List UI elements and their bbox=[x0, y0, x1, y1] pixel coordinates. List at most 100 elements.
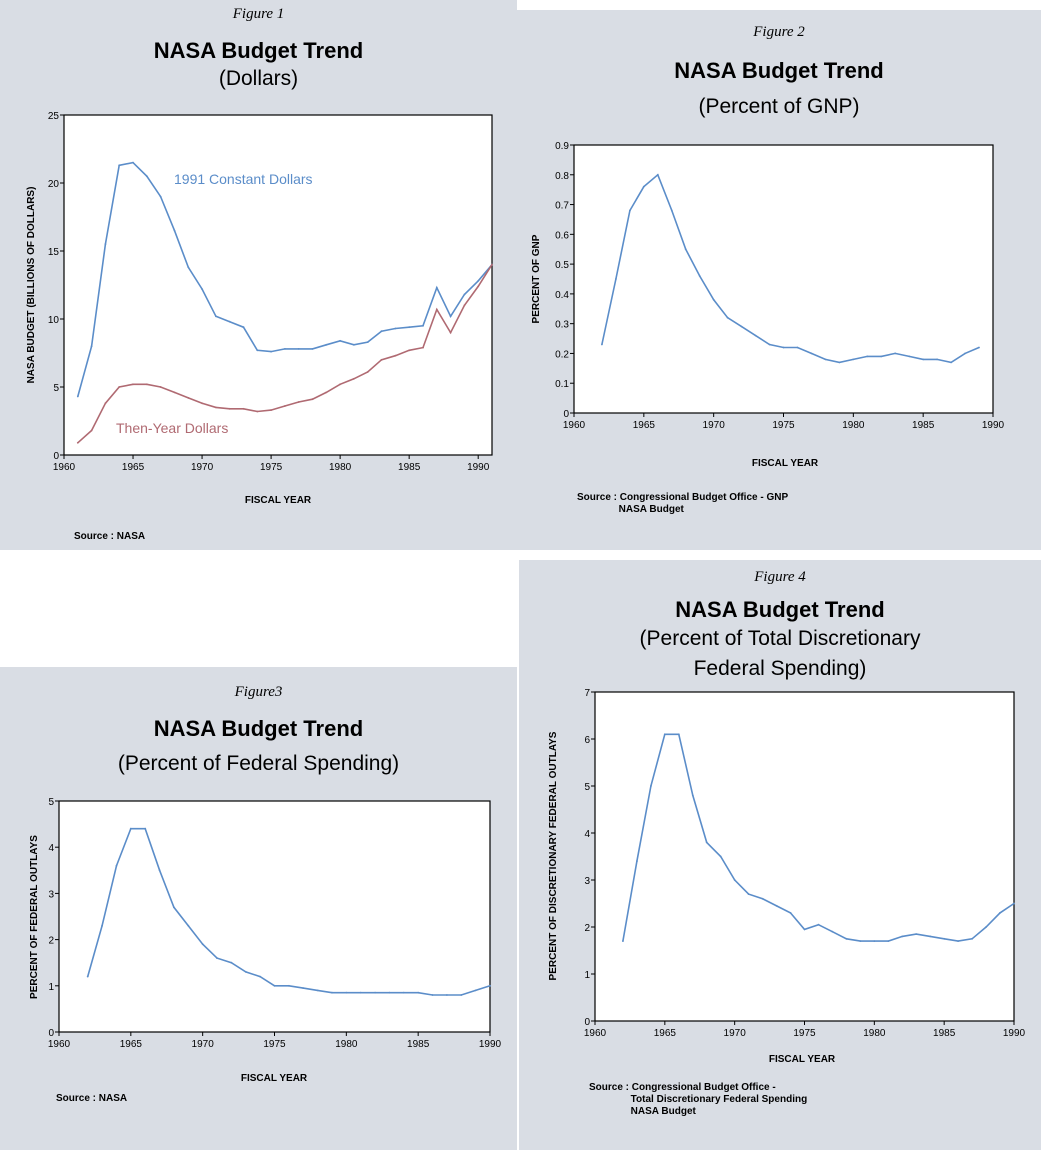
data-point bbox=[761, 897, 764, 900]
x-tick-label: 1965 bbox=[122, 462, 145, 473]
data-point bbox=[339, 383, 341, 386]
figure-1-subtitle: (Dollars) bbox=[218, 67, 299, 90]
data-point bbox=[366, 371, 369, 373]
data-point bbox=[964, 352, 966, 355]
figure-4-chart: 0 1 2 3 4 5 6 7 1960 1965 1970 1975 1980 1985 1990 FISC… bbox=[548, 688, 1026, 1065]
y-tick-label: 0.6 bbox=[555, 230, 569, 241]
data-point bbox=[118, 386, 121, 388]
figure-2-source: Source : Congressional Budget Office - G… bbox=[577, 492, 789, 515]
data-point bbox=[422, 346, 424, 349]
data-point bbox=[463, 293, 466, 296]
x-tick-label: 1960 bbox=[563, 420, 586, 431]
data-point bbox=[270, 409, 272, 411]
data-point bbox=[489, 984, 491, 987]
y-tick-label: 3 bbox=[584, 876, 590, 887]
data-point bbox=[873, 940, 876, 942]
y-tick-label: 0.8 bbox=[555, 171, 569, 182]
data-point bbox=[159, 386, 162, 388]
data-point bbox=[201, 943, 204, 946]
data-point bbox=[104, 243, 107, 246]
x-tick-label: 1985 bbox=[912, 420, 935, 431]
data-point bbox=[435, 308, 438, 311]
y-tick-label: 10 bbox=[48, 315, 60, 326]
data-point bbox=[366, 341, 369, 343]
data-point bbox=[449, 315, 452, 318]
figure-4-subtitle: (Percent of Total Discretionary Federal … bbox=[639, 627, 921, 680]
data-point bbox=[908, 355, 911, 358]
x-tick-label: 1970 bbox=[191, 462, 214, 473]
x-tick-label: 1990 bbox=[479, 1039, 502, 1050]
x-tick-label: 1960 bbox=[48, 1039, 71, 1050]
data-point bbox=[242, 326, 245, 329]
data-point bbox=[726, 316, 729, 319]
data-point bbox=[345, 991, 348, 994]
data-point bbox=[325, 343, 328, 346]
y-tick-label: 0 bbox=[53, 451, 59, 462]
data-point bbox=[929, 935, 932, 938]
data-point bbox=[408, 326, 411, 329]
data-point bbox=[316, 989, 319, 992]
data-point bbox=[311, 348, 314, 350]
data-point bbox=[187, 397, 190, 399]
data-point bbox=[803, 928, 806, 931]
data-point bbox=[817, 923, 820, 926]
x-axis-label: FISCAL YEAR bbox=[245, 495, 312, 506]
data-point bbox=[173, 906, 175, 909]
data-point bbox=[901, 935, 904, 938]
data-point bbox=[978, 346, 980, 349]
x-tick-label: 1965 bbox=[120, 1039, 143, 1050]
y-tick-label: 25 bbox=[48, 111, 60, 122]
y-tick-label: 0 bbox=[563, 409, 569, 420]
data-point bbox=[144, 827, 147, 830]
data-point bbox=[244, 971, 247, 973]
data-point bbox=[936, 358, 938, 361]
data-point bbox=[431, 994, 434, 996]
data-point bbox=[719, 855, 722, 858]
y-tick-label: 7 bbox=[584, 688, 590, 699]
data-point bbox=[460, 994, 463, 996]
data-point bbox=[159, 195, 162, 198]
data-point bbox=[228, 320, 231, 323]
y-tick-label: 5 bbox=[48, 797, 54, 808]
data-point bbox=[353, 377, 355, 380]
figure-4-source: Source : Congressional Budget Office - T… bbox=[589, 1082, 808, 1117]
data-point bbox=[90, 345, 93, 348]
y-tick-label: 6 bbox=[584, 735, 590, 746]
data-point bbox=[242, 407, 245, 410]
data-point bbox=[302, 987, 305, 989]
x-tick-label: 1965 bbox=[633, 420, 656, 431]
x-tick-label: 1980 bbox=[329, 462, 352, 473]
data-point bbox=[228, 407, 231, 410]
x-tick-label: 1970 bbox=[192, 1039, 215, 1050]
figure-2-title: NASA Budget Trend bbox=[674, 58, 884, 83]
data-point bbox=[101, 924, 103, 927]
data-point bbox=[408, 349, 411, 352]
series-label: Then-Year Dollars bbox=[116, 420, 228, 436]
data-point bbox=[1013, 902, 1015, 905]
data-point bbox=[601, 343, 603, 346]
data-point bbox=[831, 930, 834, 933]
x-tick-label: 1980 bbox=[335, 1039, 358, 1050]
data-point bbox=[810, 352, 813, 355]
data-point bbox=[622, 940, 624, 942]
figure-3-label: Figure3 bbox=[234, 684, 283, 700]
data-point bbox=[86, 975, 89, 978]
x-tick-label: 1965 bbox=[654, 1028, 677, 1039]
data-point bbox=[201, 402, 204, 405]
data-point bbox=[733, 879, 736, 881]
y-tick-label: 15 bbox=[48, 247, 60, 258]
data-point bbox=[957, 940, 959, 942]
y-axis-label: PERCENT OF FEDERAL OUTLAYS bbox=[29, 835, 40, 999]
data-point bbox=[491, 263, 493, 266]
data-point bbox=[796, 346, 799, 349]
data-point bbox=[422, 324, 424, 327]
y-tick-label: 0 bbox=[48, 1028, 54, 1039]
data-point bbox=[288, 984, 290, 987]
data-point bbox=[915, 933, 918, 935]
data-point bbox=[999, 912, 1001, 914]
series-line-1 bbox=[601, 173, 980, 364]
data-point bbox=[950, 361, 952, 364]
data-point bbox=[435, 286, 438, 289]
plot-area bbox=[573, 144, 994, 414]
data-point bbox=[838, 361, 841, 364]
